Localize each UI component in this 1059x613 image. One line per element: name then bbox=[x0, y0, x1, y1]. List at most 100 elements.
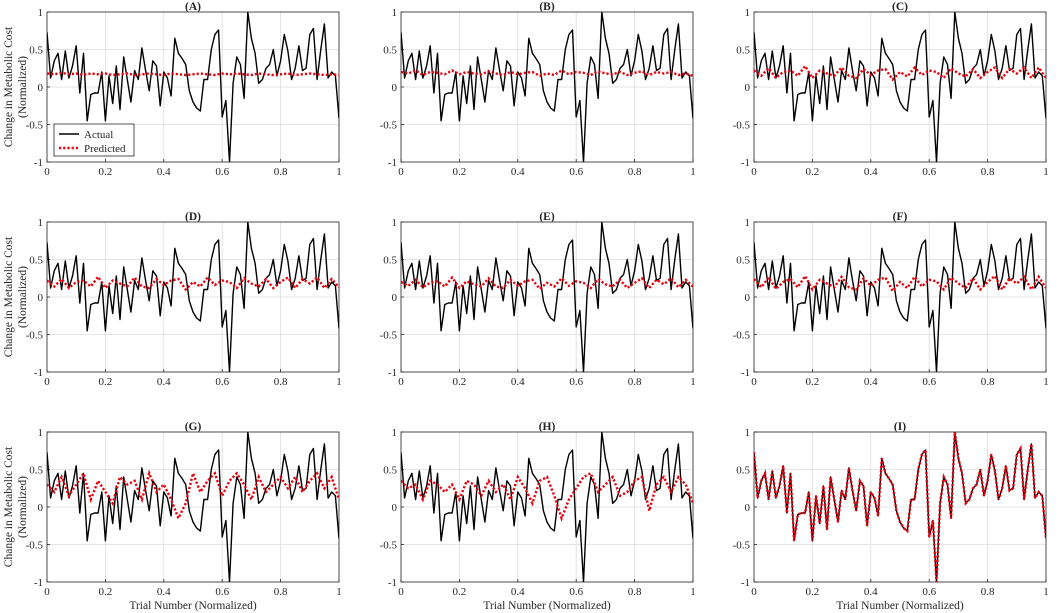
y-tick-label: -0.5 bbox=[26, 540, 44, 552]
x-tick-label: 0.4 bbox=[864, 376, 878, 388]
y-tick-label: 1 bbox=[392, 217, 398, 229]
x-tick-label: 0.4 bbox=[157, 586, 171, 598]
y-tick-label: 1 bbox=[745, 427, 751, 439]
x-tick-label: 0.6 bbox=[922, 166, 936, 178]
x-tick-label: 0.6 bbox=[569, 376, 583, 388]
y-tick-label: 0 bbox=[38, 292, 44, 304]
x-tick-label: 0 bbox=[751, 586, 757, 598]
actual-series-line bbox=[754, 222, 1046, 372]
panel-title: (F) bbox=[893, 211, 908, 223]
y-tick-label: 0 bbox=[745, 502, 751, 514]
x-tick-label: 0.2 bbox=[99, 376, 113, 388]
y-tick-label: 0.5 bbox=[383, 255, 397, 267]
x-tick-label: 0.8 bbox=[981, 166, 995, 178]
y-axis-label-line1: Change in Metabolic Cost bbox=[3, 446, 15, 567]
y-tick-label: 1 bbox=[745, 7, 751, 19]
y-tick-label: 1 bbox=[38, 427, 44, 439]
x-tick-label: 0.8 bbox=[628, 166, 642, 178]
subplot-f: 0 0.2 0.4 0.6 0.8 1 -1 -0.5 0 0.5 1 (F) bbox=[733, 211, 1049, 388]
predicted-series-line bbox=[754, 63, 1046, 82]
x-tick-label: 0.4 bbox=[511, 376, 525, 388]
panel-title: (H) bbox=[539, 421, 556, 433]
y-tick-label: 0.5 bbox=[383, 45, 397, 57]
subplot-g: 0 0.2 0.4 0.6 0.8 1 -1 -0.5 0 0.5 1 (G) Change in Me… bbox=[3, 421, 342, 612]
subplot-e: 0 0.2 0.4 0.6 0.8 1 -1 -0.5 0 0.5 1 (E) bbox=[380, 211, 696, 388]
predicted-series-line bbox=[47, 71, 339, 77]
y-axis-label-line2: (Normalized) bbox=[17, 476, 29, 538]
x-axis-label: Trial Number (Normalized) bbox=[836, 600, 963, 612]
y-tick-label: -0.5 bbox=[380, 120, 398, 132]
grid bbox=[46, 431, 340, 583]
x-tick-label: 0.4 bbox=[511, 586, 525, 598]
grid bbox=[753, 221, 1047, 373]
x-tick-label: 1 bbox=[690, 586, 696, 598]
x-tick-label: 0 bbox=[398, 586, 404, 598]
y-tick-label: 1 bbox=[38, 217, 44, 229]
x-tick-label: 1 bbox=[690, 166, 696, 178]
y-tick-label: -0.5 bbox=[733, 120, 751, 132]
y-tick-label: 0.5 bbox=[736, 45, 750, 57]
x-tick-label: 0.2 bbox=[99, 586, 113, 598]
x-tick-label: 1 bbox=[690, 376, 696, 388]
legend: Actual Predicted bbox=[53, 123, 135, 157]
x-tick-label: 0.8 bbox=[628, 586, 642, 598]
y-tick-label: -0.5 bbox=[733, 330, 751, 342]
x-tick-label: 0.4 bbox=[157, 376, 171, 388]
panel-title: (G) bbox=[185, 421, 202, 433]
predicted-series-line bbox=[754, 432, 1046, 582]
x-axis-label: Trial Number (Normalized) bbox=[483, 600, 610, 612]
x-tick-label: 0 bbox=[44, 166, 50, 178]
actual-series-line bbox=[401, 222, 693, 372]
y-tick-label: 0 bbox=[392, 292, 398, 304]
y-tick-label: -1 bbox=[741, 157, 750, 169]
y-tick-label: 0 bbox=[392, 82, 398, 94]
y-axis-label: Change in Metabolic Cost (Normalized) bbox=[3, 446, 29, 567]
y-tick-label: -1 bbox=[34, 367, 43, 379]
x-tick-label: 0.2 bbox=[806, 376, 820, 388]
grid bbox=[753, 431, 1047, 583]
y-tick-label: -1 bbox=[741, 577, 750, 589]
y-tick-label: 1 bbox=[392, 427, 398, 439]
y-tick-label: 0.5 bbox=[736, 255, 750, 267]
x-tick-label: 1 bbox=[1043, 166, 1049, 178]
x-tick-label: 0.6 bbox=[569, 166, 583, 178]
x-tick-label: 0 bbox=[751, 166, 757, 178]
legend-box bbox=[53, 123, 135, 157]
x-axis-label: Trial Number (Normalized) bbox=[129, 600, 256, 612]
y-axis-label: Change in Metabolic Cost (Normalized) bbox=[3, 26, 29, 147]
x-tick-label: 0.6 bbox=[215, 166, 229, 178]
y-tick-label: 0.5 bbox=[383, 465, 397, 477]
panel-title: (I) bbox=[894, 421, 906, 433]
y-tick-label: 0.5 bbox=[736, 465, 750, 477]
x-tick-label: 0 bbox=[398, 376, 404, 388]
predicted-series-line bbox=[47, 469, 339, 522]
y-axis-label: Change in Metabolic Cost (Normalized) bbox=[3, 236, 29, 357]
x-tick-label: 0.8 bbox=[628, 376, 642, 388]
y-tick-label: -0.5 bbox=[26, 120, 44, 132]
actual-series-line bbox=[47, 12, 339, 162]
predicted-series-line bbox=[754, 273, 1046, 294]
x-tick-label: 0.4 bbox=[864, 166, 878, 178]
y-tick-label: -1 bbox=[34, 577, 43, 589]
y-axis-label-line2: (Normalized) bbox=[17, 266, 29, 328]
predicted-series-line bbox=[401, 275, 693, 291]
panel-title: (B) bbox=[539, 1, 555, 13]
y-tick-label: -0.5 bbox=[26, 330, 44, 342]
y-tick-label: 1 bbox=[745, 217, 751, 229]
subplot-a: 0 0.2 0.4 0.6 0.8 1 -1 -0.5 0 0.5 1 (A) Change in Me… bbox=[3, 1, 342, 178]
y-tick-label: 0 bbox=[38, 502, 44, 514]
y-tick-label: -0.5 bbox=[733, 540, 751, 552]
y-tick-label: 1 bbox=[38, 7, 44, 19]
x-tick-label: 0.4 bbox=[511, 166, 525, 178]
grid bbox=[400, 221, 694, 373]
panel-title: (C) bbox=[892, 1, 908, 13]
y-axis-label-line2: (Normalized) bbox=[17, 56, 29, 118]
x-tick-label: 0.2 bbox=[806, 166, 820, 178]
grid bbox=[753, 11, 1047, 163]
x-tick-label: 0.4 bbox=[157, 166, 171, 178]
x-tick-label: 0.6 bbox=[215, 586, 229, 598]
x-tick-label: 0.6 bbox=[922, 376, 936, 388]
y-tick-label: 0 bbox=[38, 82, 44, 94]
y-tick-label: 0.5 bbox=[29, 465, 43, 477]
